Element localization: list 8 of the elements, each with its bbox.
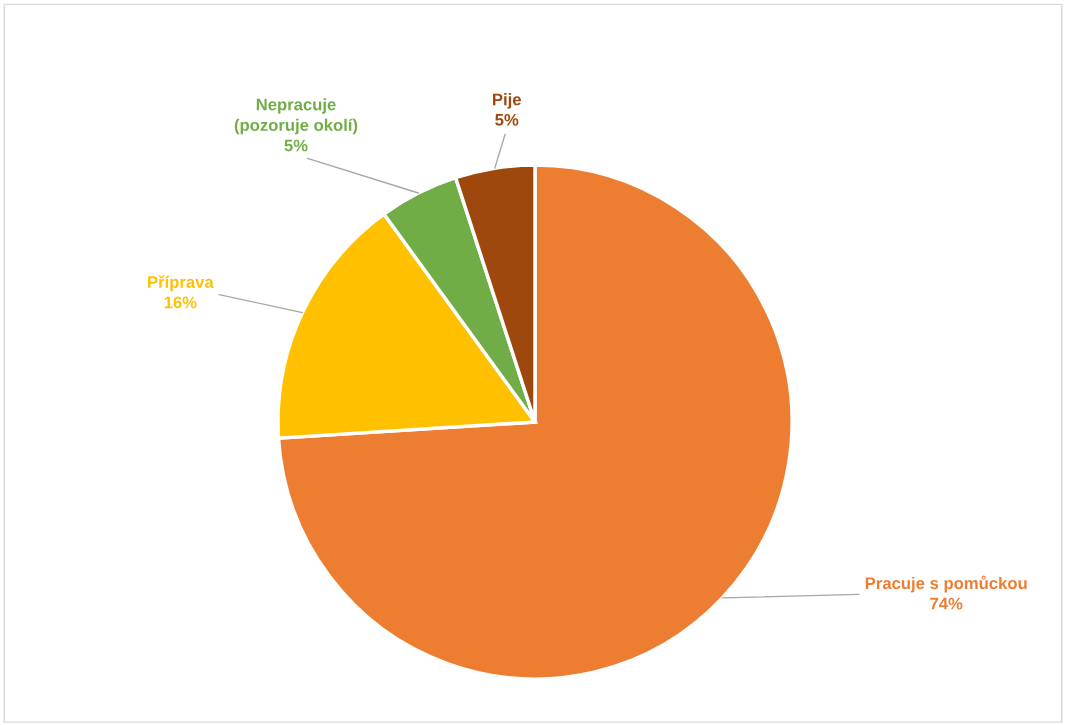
data-label: 74% (930, 597, 963, 610)
slice-label: Příprava (148, 275, 214, 292)
slice-label: Pracuje s pomůckou (865, 575, 1027, 593)
data-label: 16% (164, 296, 197, 309)
data-label: 5% (495, 113, 519, 126)
slice-label: Nepracuje (pozoruje okolí) (234, 98, 358, 135)
data-label: 5% (284, 139, 308, 152)
slice-label: Pije (493, 93, 521, 109)
